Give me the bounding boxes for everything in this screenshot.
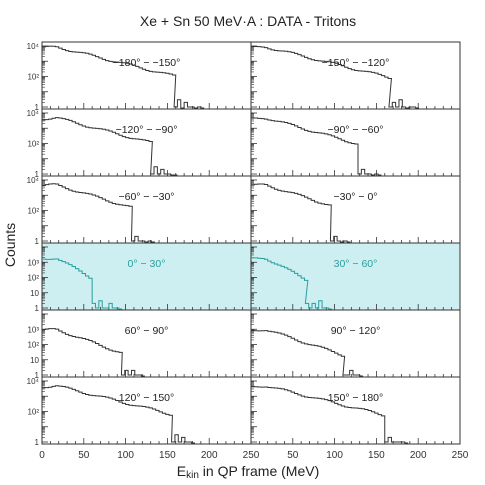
angle-range-label: 30° − 60°: [334, 258, 378, 270]
chart-title: Xe + Sn 50 MeV·A : DATA - Tritons: [140, 13, 356, 29]
panel-7: 0° − 30°: [41, 242, 252, 311]
y-axis-label: Counts: [2, 223, 18, 267]
y-tick-label: 10²: [27, 207, 39, 216]
angle-range-label: −60° − −30°: [119, 191, 175, 203]
panel-12: 150° − 180°: [250, 376, 461, 445]
x-axis-label: Ekin in QP frame (MeV): [177, 463, 319, 481]
angle-range-label: −30° − 0°: [333, 191, 377, 203]
tick-labels: 110²10⁴110²10⁴110²10⁴11010²10³11010²10³1…: [27, 42, 469, 461]
panel-frame: [41, 309, 252, 378]
y-tick-label: 10⁴: [27, 109, 40, 118]
panel-1: −180° − −150°: [41, 41, 252, 110]
x-axis-label-main: E: [177, 463, 186, 479]
histogram-line: [42, 45, 205, 109]
histogram-line: [251, 329, 364, 377]
panel-4: −90° − −60°: [250, 108, 461, 177]
histogram-line: [251, 385, 409, 444]
angle-range-label: −120° − −90°: [116, 124, 178, 136]
y-tick-label: 10²: [27, 408, 39, 417]
y-tick-label: 10²: [27, 73, 39, 82]
x-tick-label: 50: [78, 450, 90, 461]
highlight-background: [251, 243, 460, 310]
panel-2: −150° − −120°: [250, 41, 461, 110]
y-tick-label: 10²: [27, 341, 39, 350]
panel-10: 90° − 120°: [250, 309, 461, 378]
panel-9: 60° − 90°: [41, 309, 252, 378]
panel-frame: [41, 175, 252, 244]
histogram-line: [42, 183, 155, 243]
y-tick-label: 1: [35, 237, 40, 246]
x-tick-label: 150: [159, 450, 176, 461]
angle-range-label: 60° − 90°: [125, 325, 169, 337]
histogram-line: [251, 183, 351, 243]
histogram-line: [251, 46, 420, 109]
panel-frame: [250, 108, 461, 177]
y-tick-label: 10⁴: [27, 176, 40, 185]
panel-6: −30° − 0°: [250, 175, 461, 244]
y-tick-label: 10: [30, 356, 39, 365]
x-tick-label: 0: [39, 450, 45, 461]
y-tick-label: 1: [35, 170, 40, 179]
x-axis-label-sub: kin: [186, 470, 199, 481]
x-tick-label: 200: [410, 450, 427, 461]
panel-5: −60° − −30°: [41, 175, 252, 244]
angle-range-label: 120° − 150°: [119, 392, 174, 404]
angle-range-label: −180° − −150°: [113, 57, 181, 69]
panel-frame: [250, 175, 461, 244]
x-tick-label: 100: [326, 450, 343, 461]
angle-range-label: 0° − 30°: [128, 258, 166, 270]
histogram-line: [42, 258, 123, 310]
panel-11: 120° − 150°: [41, 376, 252, 445]
y-tick-label: 10³: [27, 325, 39, 334]
angle-range-label: 150° − 180°: [328, 392, 383, 404]
x-tick-label: 100: [117, 450, 134, 461]
histogram-line: [251, 257, 333, 310]
highlight-background: [42, 243, 251, 310]
x-tick-label: 150: [368, 450, 385, 461]
y-tick-label: 1: [35, 103, 40, 112]
y-tick-label: 1: [35, 438, 40, 447]
panel-frame: [250, 309, 461, 378]
y-tick-label: 1: [35, 304, 40, 313]
x-tick-label: 50: [287, 450, 299, 461]
y-tick-label: 10: [30, 289, 39, 298]
x-tick-label: 250: [243, 450, 260, 461]
panel-frame: [250, 376, 461, 445]
y-tick-label: 10²: [27, 140, 39, 149]
angle-range-label: −150° − −120°: [322, 57, 390, 69]
panel-frame: [250, 41, 461, 110]
y-tick-label: 10⁴: [27, 377, 40, 386]
y-tick-label: 10²: [27, 274, 39, 283]
panel-grid: −180° − −150° −150° − −120° −120° − −90° −9…: [41, 41, 461, 445]
panel-8: 30° − 60°: [250, 242, 461, 311]
x-tick-label: 200: [201, 450, 218, 461]
panel-frame: [41, 108, 252, 177]
y-tick-label: 10⁴: [27, 42, 40, 51]
histogram-line: [42, 117, 178, 176]
histogram-line: [42, 385, 195, 444]
angle-range-label: −90° − −60°: [328, 124, 384, 136]
panel-frame: [41, 376, 252, 445]
x-axis-label-rest: in QP frame (MeV): [199, 463, 319, 479]
y-tick-label: 10³: [27, 258, 39, 267]
histogram-line: [42, 328, 145, 377]
panel-3: −120° − −90°: [41, 108, 252, 177]
angle-range-label: 90° − 120°: [331, 325, 381, 337]
x-tick-label: 250: [452, 450, 469, 461]
histogram-line: [251, 117, 382, 176]
y-tick-label: 1: [35, 371, 40, 380]
